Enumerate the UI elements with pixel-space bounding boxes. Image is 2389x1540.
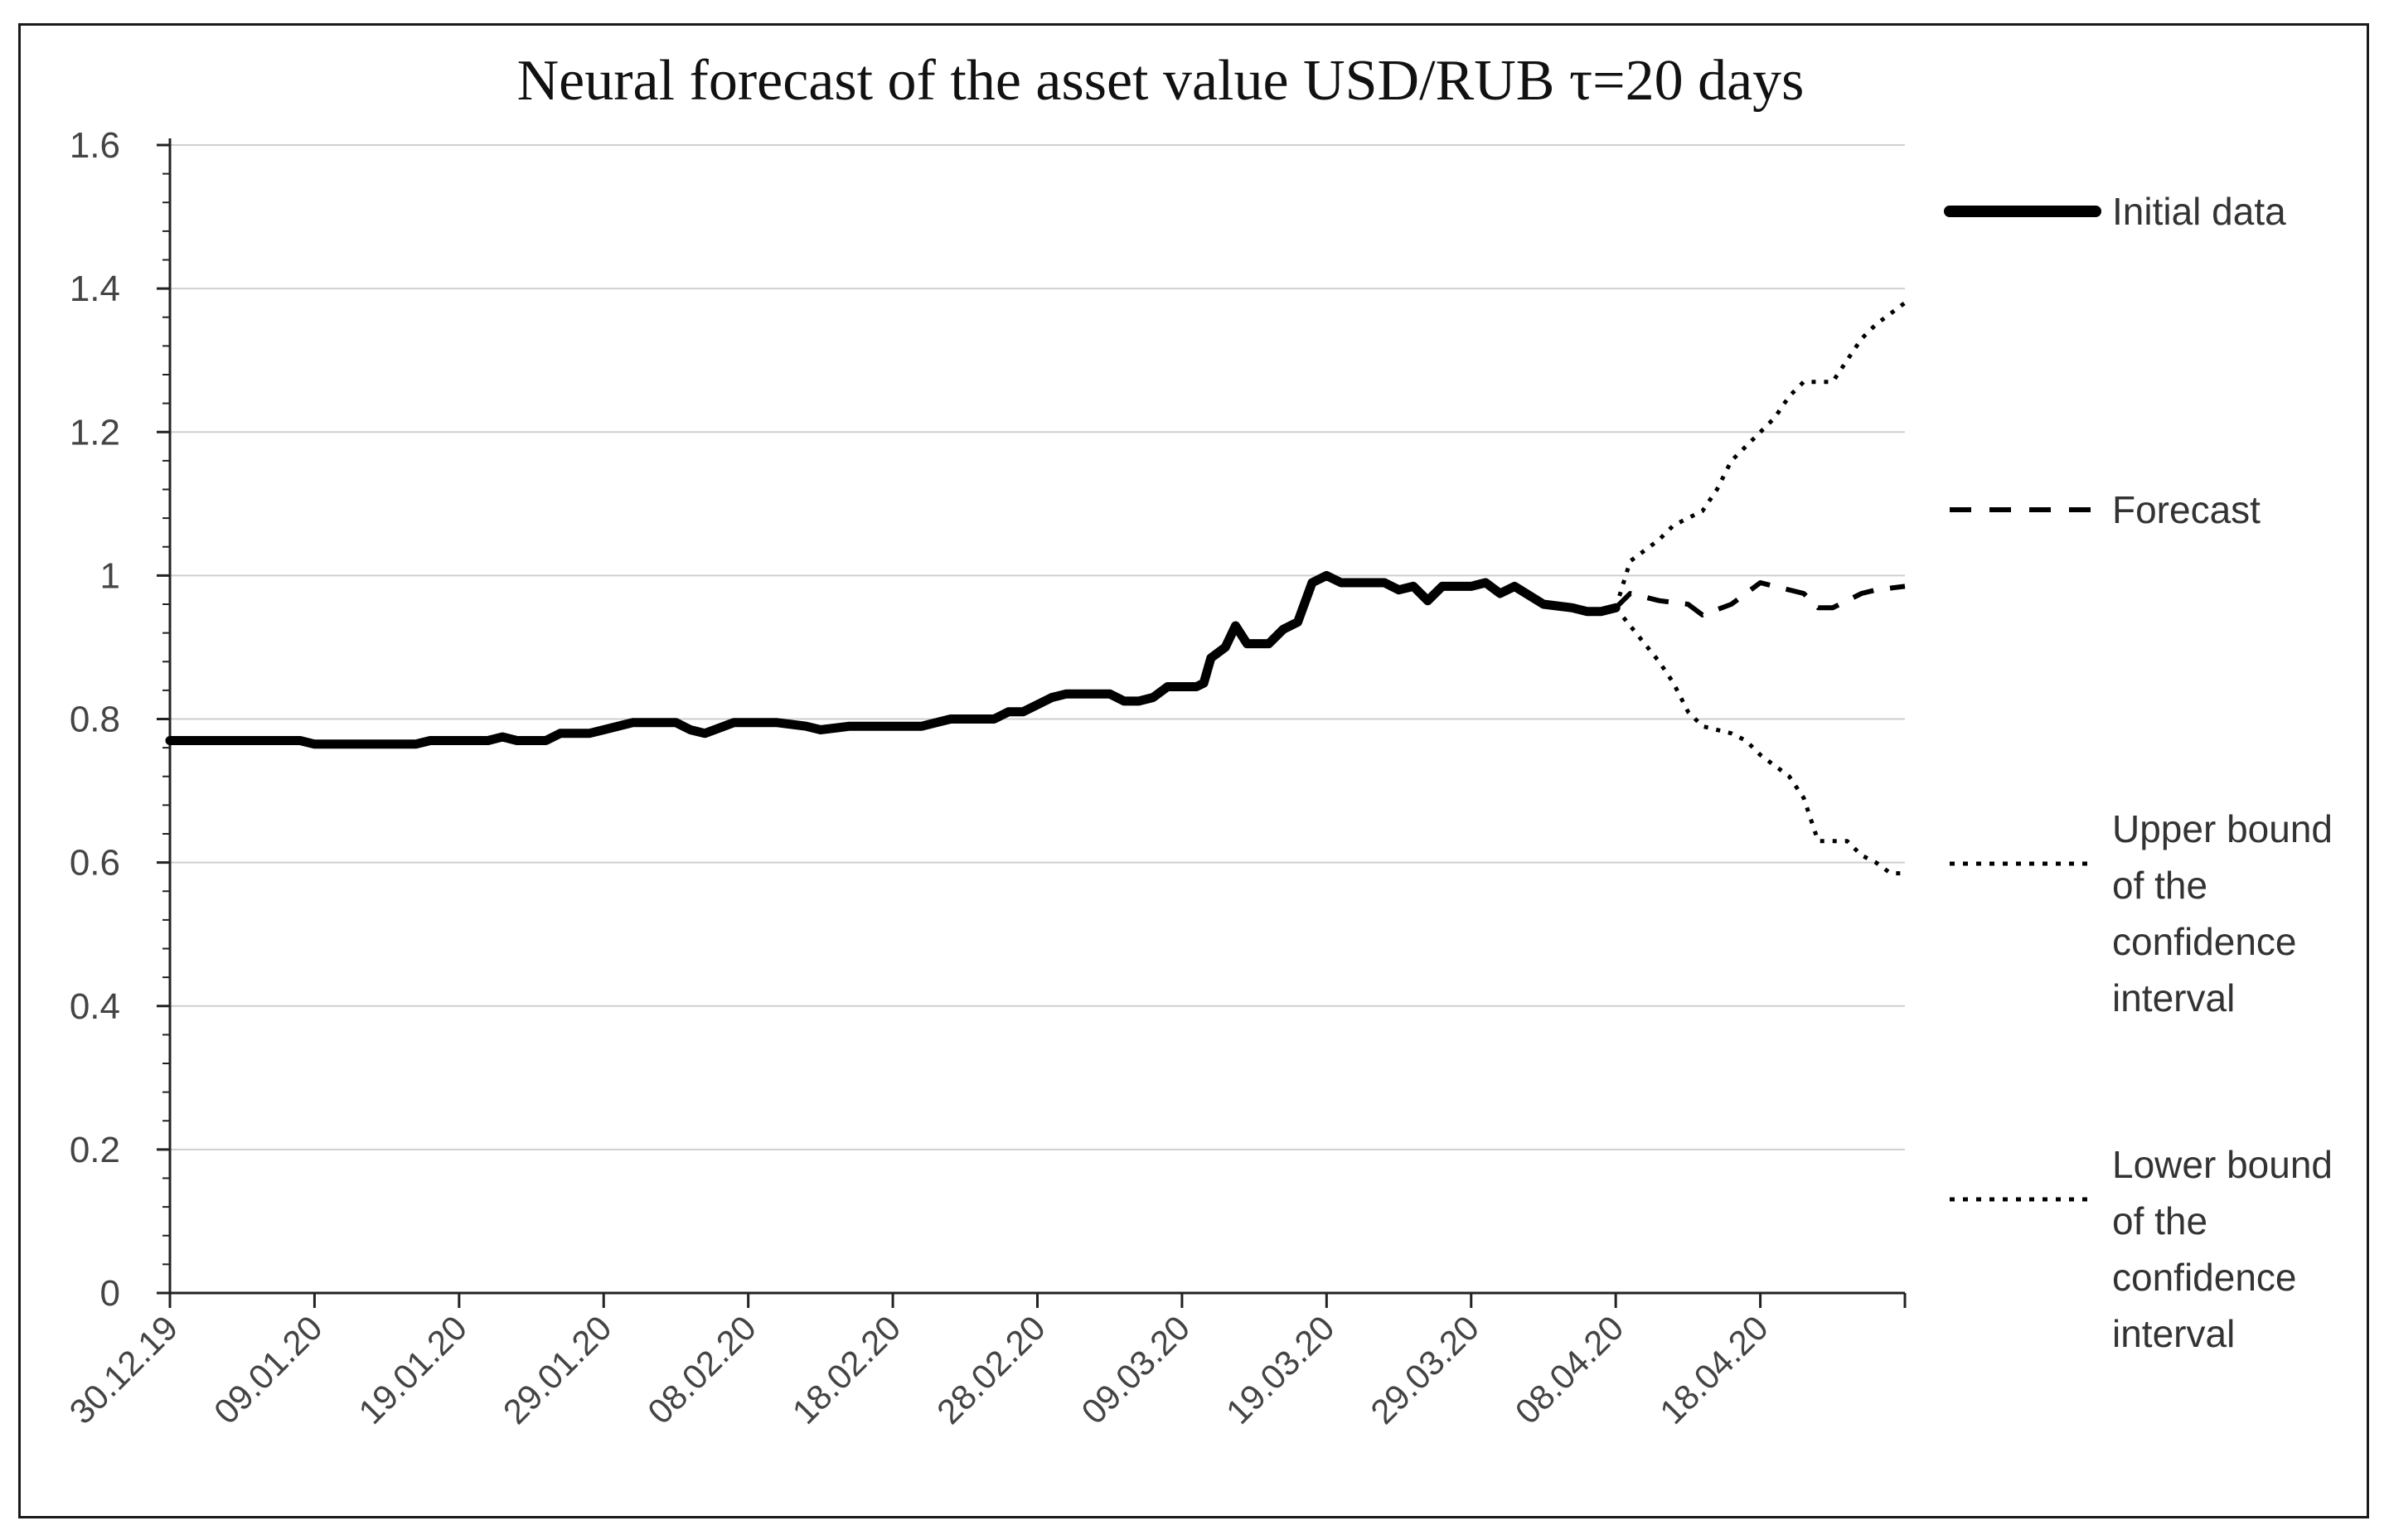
y-tick-label: 0.4 — [70, 986, 120, 1027]
y-tick-label: 1.4 — [70, 269, 120, 309]
x-tick-label: 19.01.20 — [351, 1308, 474, 1431]
x-tick-label: 09.01.20 — [206, 1308, 330, 1431]
x-tick-label: 30.12.19 — [62, 1308, 186, 1431]
legend: Initial data Forecast Upper bound of the con… — [1944, 190, 2333, 1355]
legend-label: interval — [2112, 976, 2235, 1019]
legend-label: Initial data — [2112, 190, 2286, 233]
x-tick-label: 29.03.20 — [1363, 1308, 1486, 1431]
x-tick-label: 08.04.20 — [1508, 1308, 1631, 1431]
legend-label: Lower bound — [2112, 1143, 2333, 1186]
series-group — [165, 301, 1907, 876]
y-tick-label: 1.2 — [70, 412, 120, 453]
gridlines — [170, 144, 1905, 1150]
x-tick-label: 09.03.20 — [1073, 1308, 1197, 1431]
legend-label: interval — [2112, 1312, 2235, 1355]
series-line-upper-bound-of-the-confidence-interval — [1613, 301, 1907, 609]
series-line-initial-data — [165, 570, 1621, 749]
x-tick-label: 08.02.20 — [640, 1308, 763, 1431]
x-tick-label: 18.04.20 — [1652, 1308, 1776, 1431]
legend-label: of the — [2112, 864, 2207, 907]
series-line-forecast — [1614, 580, 1906, 617]
x-tick-label: 19.03.20 — [1219, 1308, 1342, 1431]
chart-title: Neural forecast of the asset value USD/R… — [517, 49, 1805, 113]
y-tick-label: 1 — [100, 555, 120, 596]
series-line-lower-bound-of-the-confidence-interval — [1614, 606, 1905, 876]
y-tick-label: 0 — [100, 1273, 120, 1314]
y-tick-label: 1.6 — [70, 125, 120, 166]
x-tick-label: 28.02.20 — [929, 1308, 1053, 1431]
legend-label: confidence — [2112, 1256, 2297, 1299]
axes: 00.20.40.60.811.21.41.630.12.19 09.01.20 1… — [62, 125, 1907, 1431]
y-tick-label: 0.8 — [70, 700, 120, 740]
y-tick-label: 0.2 — [70, 1130, 120, 1170]
x-tick-label: 29.01.20 — [496, 1308, 619, 1431]
legend-label: Forecast — [2112, 488, 2261, 531]
chart-frame — [18, 23, 2369, 1518]
legend-label: Upper bound — [2112, 807, 2333, 850]
legend-label: confidence — [2112, 920, 2297, 963]
x-tick-label: 18.02.20 — [785, 1308, 909, 1431]
y-tick-label: 0.6 — [70, 843, 120, 884]
legend-label: of the — [2112, 1199, 2207, 1242]
